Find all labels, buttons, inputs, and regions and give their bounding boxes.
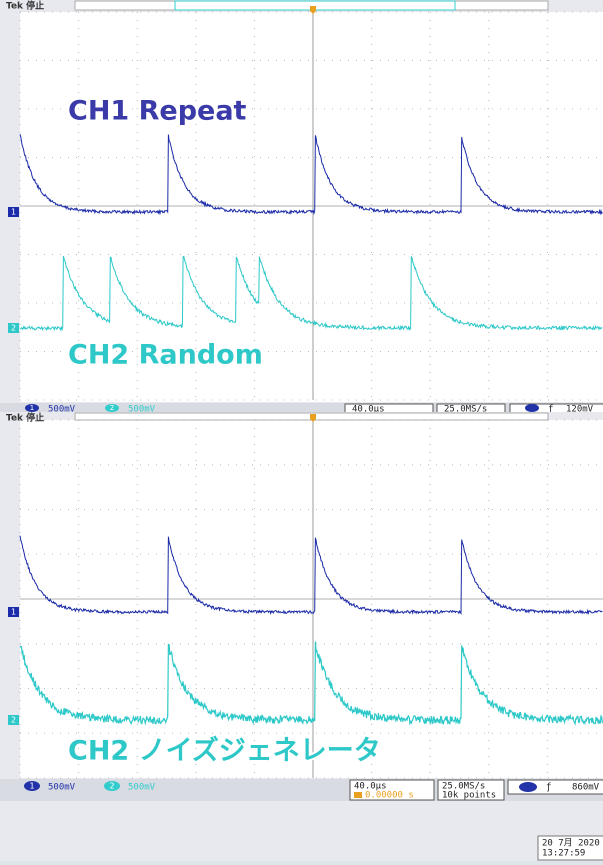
page: {"screens": [ {"header": "Tek 停止", "chan… <box>0 0 603 861</box>
channel-label: CH2 ノイズジェネレータ <box>68 735 381 767</box>
trigger-position: 0.00000 s <box>365 791 414 801</box>
channel-label: CH1 Repeat <box>68 96 247 127</box>
channel-label: CH2 Random <box>68 340 263 371</box>
trigger-level: 860mV <box>572 783 600 793</box>
screen-header: Tek 停止 <box>6 0 44 12</box>
ch2-badge-text: 2 <box>110 404 114 412</box>
trigger-source-badge <box>525 404 539 412</box>
channel-marker-text: 1 <box>11 608 16 617</box>
screen-header: Tek 停止 <box>6 412 44 424</box>
page-body: Tek 停止 1 500mV 2 500mV 40.0µs 25.0MS/s ƒ… <box>0 0 603 861</box>
timestamp-date: 20 7月 2020 <box>542 838 600 849</box>
oscilloscope-screens: Tek 停止 1 500mV 2 500mV 40.0µs 25.0MS/s ƒ… <box>0 0 603 861</box>
record-length: 10k points <box>442 791 496 801</box>
ch1-scale: 500mV <box>48 783 76 793</box>
ch1-badge-text: 1 <box>30 404 34 412</box>
channel-marker-text: 2 <box>11 716 16 725</box>
trigger-source-badge <box>519 782 537 792</box>
ch2-scale: 500mV <box>128 783 156 793</box>
timestamp-time: 13:27:59 <box>542 849 585 859</box>
ch2-badge-text: 2 <box>109 782 114 791</box>
trigger-slope: ƒ <box>546 783 551 793</box>
channel-marker-text: 1 <box>11 208 16 217</box>
ch1-badge-text: 1 <box>29 782 34 791</box>
channel-marker-text: 2 <box>11 324 16 333</box>
trigger-position-icon <box>354 792 362 798</box>
